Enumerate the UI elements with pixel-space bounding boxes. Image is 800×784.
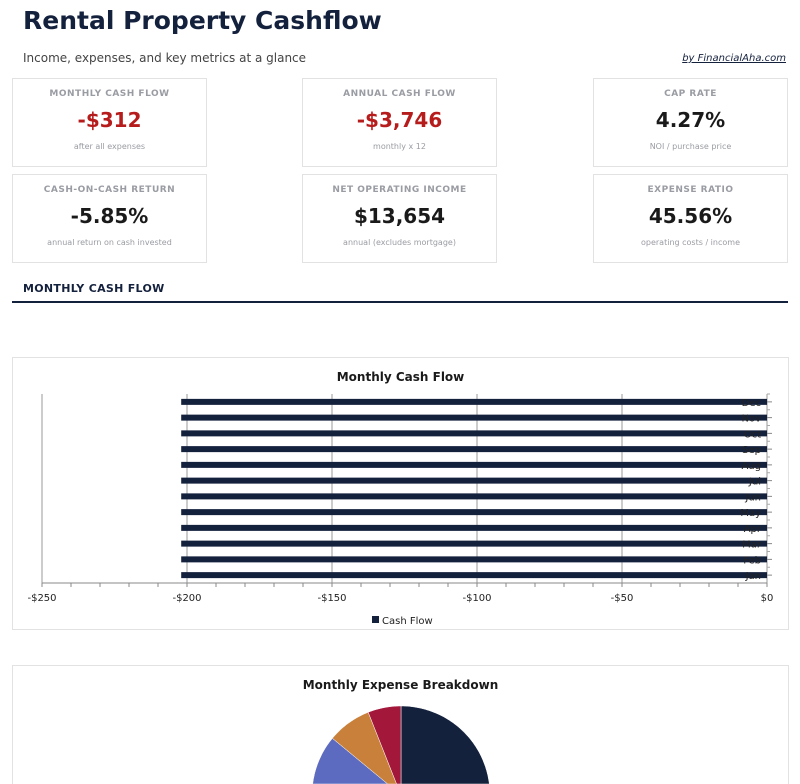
x-tick-label: -$50 xyxy=(611,593,634,604)
metric-caption: operating costs / income xyxy=(641,238,740,247)
section-title: MONTHLY CASH FLOW xyxy=(23,282,165,295)
page-subtitle: Income, expenses, and key metrics at a g… xyxy=(23,51,307,65)
y-category-label: Nov xyxy=(741,414,761,425)
pie-slice xyxy=(400,705,490,784)
bar-mar xyxy=(181,540,767,547)
y-category-label: Feb xyxy=(743,555,761,566)
y-category-label: Apr xyxy=(744,524,762,535)
metric-caption: monthly x 12 xyxy=(373,142,426,151)
metric-card: ANNUAL CASH FLOW -$3,746 monthly x 12 xyxy=(302,78,497,167)
metric-value: $13,654 xyxy=(353,204,446,228)
legend-swatch xyxy=(372,616,379,623)
bar-jul xyxy=(181,477,767,484)
metric-value: 4.27% xyxy=(655,108,726,132)
bar-apr xyxy=(181,524,767,531)
chart-title: Monthly Expense Breakdown xyxy=(302,678,499,692)
metric-value: -$312 xyxy=(77,108,142,132)
metric-card: NET OPERATING INCOME $13,654 annual (exc… xyxy=(302,174,497,263)
y-category-label: May xyxy=(740,508,761,519)
metric-card: MONTHLY CASH FLOW -$312 after all expens… xyxy=(12,78,207,167)
metric-caption: after all expenses xyxy=(73,142,146,151)
pie-slice xyxy=(367,705,402,784)
x-tick-label: -$150 xyxy=(317,593,346,604)
section-divider xyxy=(12,301,788,303)
bar-nov xyxy=(181,414,767,421)
pie-slice xyxy=(332,711,397,784)
metric-label: CAP RATE xyxy=(664,89,717,99)
metric-value: 45.56% xyxy=(648,204,733,228)
metric-caption: NOI / purchase price xyxy=(649,142,732,151)
x-tick-label: $0 xyxy=(761,593,774,604)
metric-value: -5.85% xyxy=(70,204,149,228)
metric-label: EXPENSE RATIO xyxy=(647,185,734,195)
x-tick-label: -$250 xyxy=(27,593,56,604)
expense-chart-card: Monthly Expense Breakdown xyxy=(12,665,789,784)
legend-label: Cash Flow xyxy=(382,616,433,627)
y-category-label: Sep xyxy=(742,445,761,456)
y-category-label: Jun xyxy=(744,492,761,503)
bar-feb xyxy=(181,556,767,563)
metric-label: NET OPERATING INCOME xyxy=(332,185,467,195)
metric-caption: annual (excludes mortgage) xyxy=(343,238,456,247)
page-title: Rental Property Cashflow xyxy=(23,6,382,35)
pie-slice xyxy=(312,737,389,784)
metric-label: ANNUAL CASH FLOW xyxy=(343,89,456,99)
y-category-label: Jul xyxy=(748,477,761,488)
bar-jan xyxy=(181,572,767,579)
bar-aug xyxy=(181,461,767,468)
metric-card: CASH-ON-CASH RETURN -5.85% annual return… xyxy=(12,174,207,263)
y-category-label: Jan xyxy=(745,571,761,582)
y-category-label: Dec xyxy=(742,398,761,409)
cashflow-chart-card: Monthly Cash Flow -$250 -$200 -$150 -$100 -$… xyxy=(12,357,789,630)
x-tick-label: -$200 xyxy=(172,593,201,604)
bar-jun xyxy=(181,493,767,500)
metric-label: MONTHLY CASH FLOW xyxy=(49,89,170,99)
bar-dec xyxy=(181,398,767,405)
y-category-label: Mar xyxy=(742,540,762,551)
metric-label: CASH-ON-CASH RETURN xyxy=(43,185,176,195)
bar-sep xyxy=(181,446,767,453)
byline-link[interactable]: by FinancialAha.com xyxy=(682,53,786,64)
y-category-label: Oct xyxy=(744,429,761,440)
y-category-label: Aug xyxy=(741,461,761,472)
chart-title: Monthly Cash Flow xyxy=(336,370,465,384)
bar-oct xyxy=(181,430,767,437)
bar-may xyxy=(181,509,767,516)
metric-value: -$3,746 xyxy=(356,108,443,132)
metric-caption: annual return on cash invested xyxy=(47,238,172,247)
x-tick-label: -$100 xyxy=(462,593,491,604)
expense-pie-chart xyxy=(312,705,490,784)
metric-card: EXPENSE RATIO 45.56% operating costs / i… xyxy=(593,174,788,263)
metric-card: CAP RATE 4.27% NOI / purchase price xyxy=(593,78,788,167)
